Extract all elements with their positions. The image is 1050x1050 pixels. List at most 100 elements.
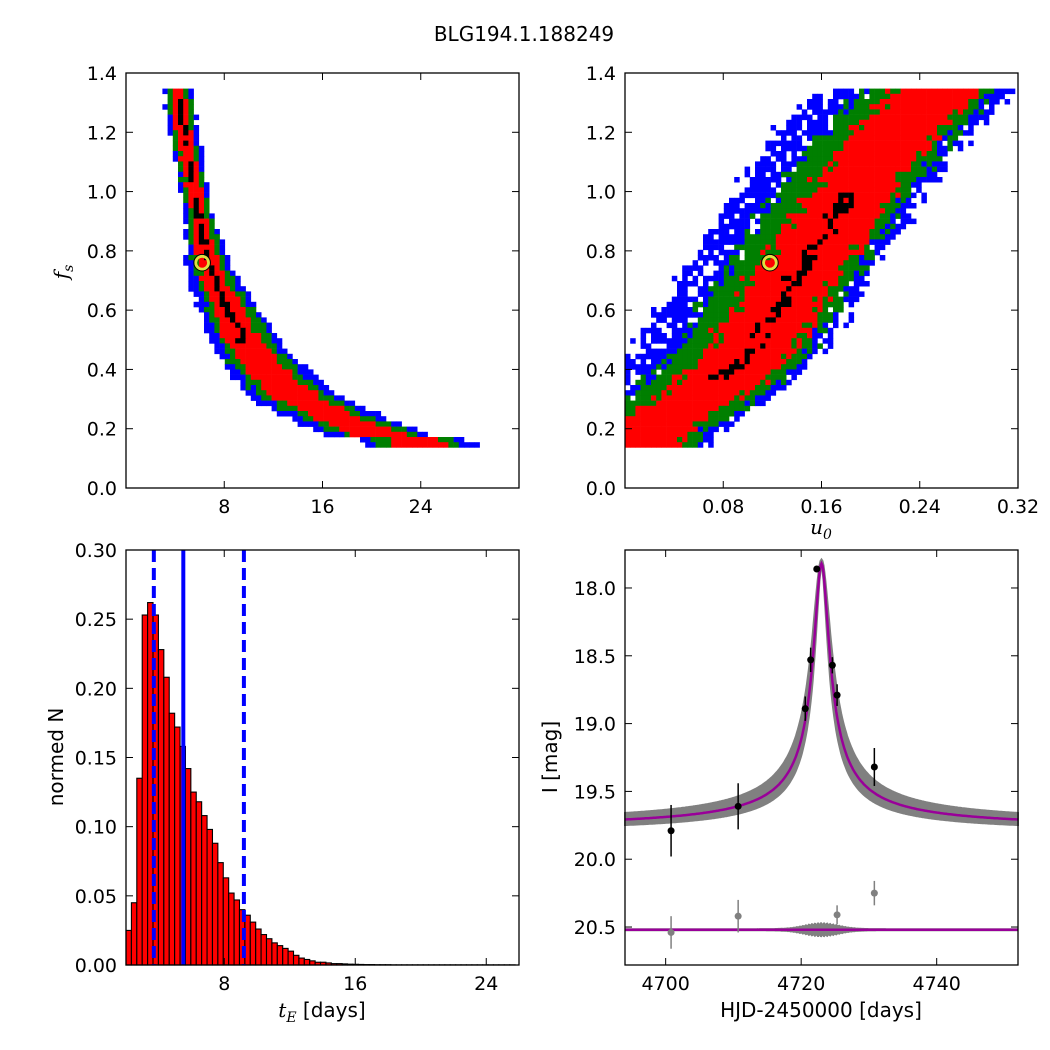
p2-heatmap-cell bbox=[937, 161, 943, 167]
p2-heatmap-cell bbox=[666, 307, 673, 313]
p2-heatmap-cell bbox=[645, 369, 652, 375]
p4-ylabel: I [mag] bbox=[538, 721, 562, 793]
p2-heatmap-cell bbox=[791, 213, 797, 219]
p2-heatmap-cell bbox=[973, 88, 979, 95]
p2-heatmap-cell bbox=[692, 359, 699, 365]
p2-heatmap-cell bbox=[879, 244, 886, 251]
p2-heatmap-cell bbox=[890, 192, 896, 199]
p2-heatmap-cell bbox=[651, 442, 657, 448]
p2-heatmap-cell bbox=[723, 385, 730, 391]
p2-heatmap-cell bbox=[671, 338, 678, 344]
p2-heatmap-cell bbox=[848, 223, 855, 230]
p2-heatmap-cell bbox=[656, 395, 662, 401]
p1-heatmap-cell bbox=[292, 390, 298, 396]
p2-heatmap-cell bbox=[682, 416, 688, 422]
p2-heatmap-cell bbox=[781, 244, 787, 251]
p1-heatmap-cell bbox=[188, 88, 194, 95]
p2-heatmap-cell bbox=[781, 135, 787, 141]
p2-heatmap-cell bbox=[807, 229, 813, 235]
p2-heatmap-cell bbox=[749, 244, 756, 251]
p2-heatmap-cell bbox=[983, 88, 990, 95]
p2-heatmap-cell bbox=[900, 140, 907, 147]
p2-heatmap-cell bbox=[749, 286, 756, 292]
p1-heatmap-cell bbox=[204, 182, 210, 188]
p2-heatmap-cell bbox=[791, 145, 797, 152]
p2-heatmap-cell bbox=[697, 431, 704, 438]
p2-heatmap-cell bbox=[807, 307, 813, 313]
p2-heatmap-cell bbox=[807, 182, 813, 188]
p2-heatmap-cell bbox=[734, 353, 740, 360]
p2-heatmap-cell bbox=[853, 203, 860, 209]
p1-heatmap-cell bbox=[354, 411, 361, 417]
p2-heatmap-cell bbox=[635, 426, 641, 433]
p2-heatmap-cell bbox=[692, 431, 699, 438]
p2-heatmap-cell bbox=[822, 135, 829, 141]
p2-heatmap-cell bbox=[874, 135, 881, 141]
panel-fs-vs-te: 8 16 240.00.20.40.60.81.01.21.4 fs bbox=[49, 63, 520, 518]
p2-heatmap-cell bbox=[874, 192, 881, 199]
p2-heatmap-cell bbox=[692, 364, 699, 370]
p2-heatmap-cell bbox=[801, 322, 808, 329]
p2-heatmap-cell bbox=[807, 161, 813, 167]
p1-heatmap-cell bbox=[209, 296, 215, 303]
p2-heatmap-cell bbox=[879, 177, 886, 183]
p1-heatmap-cell bbox=[396, 442, 402, 448]
p1-heatmap-cell bbox=[204, 270, 210, 277]
p2-heatmap-cell bbox=[749, 265, 756, 271]
p2-heatmap-cell bbox=[765, 156, 771, 162]
p2-heatmap-cell bbox=[869, 161, 875, 167]
p1-heatmap-cell bbox=[323, 411, 330, 417]
p1-heatmap-cell bbox=[261, 327, 267, 334]
p2-heatmap-cell bbox=[864, 171, 870, 178]
p2-heatmap-cell bbox=[781, 301, 787, 308]
p2-heatmap-cell bbox=[895, 99, 901, 105]
p2-heatmap-cell bbox=[838, 203, 844, 209]
p2-heatmap-cell bbox=[723, 426, 730, 433]
p4-xtick-label: 4740 bbox=[913, 973, 961, 995]
p2-heatmap-cell bbox=[827, 104, 834, 110]
p1-heatmap-cell bbox=[193, 213, 200, 219]
p2-heatmap-cell bbox=[718, 301, 725, 308]
p2-heatmap-cell bbox=[879, 109, 886, 115]
p2-heatmap-cell bbox=[807, 156, 813, 162]
p2-heatmap-cell bbox=[807, 234, 813, 240]
p2-heatmap-cell bbox=[765, 327, 771, 334]
p2-heatmap-cell bbox=[677, 416, 683, 422]
p1-heatmap-cell bbox=[245, 301, 252, 308]
p1-heatmap-cell bbox=[204, 260, 210, 266]
p2-heatmap-cell bbox=[973, 114, 979, 121]
p2-heatmap-cell bbox=[900, 203, 907, 209]
p1-heatmap-cell bbox=[193, 239, 200, 245]
p2-heatmap-cell bbox=[682, 395, 688, 401]
p1-heatmap-cell bbox=[178, 166, 184, 173]
p2-heatmap-cell bbox=[775, 130, 782, 136]
p2-heatmap-cell bbox=[822, 171, 829, 178]
p2-heatmap-cell bbox=[718, 317, 725, 323]
p2-heatmap-cell bbox=[791, 255, 797, 261]
p4-axes-frame bbox=[624, 549, 1019, 966]
p2-heatmap-cell bbox=[765, 364, 771, 370]
p2-heatmap-cell bbox=[781, 286, 787, 292]
p2-heatmap-cell bbox=[807, 348, 813, 355]
p2-heatmap-cell bbox=[937, 99, 943, 105]
p2-heatmap-cell bbox=[812, 213, 818, 219]
p2-heatmap-cell bbox=[999, 93, 1005, 100]
p2-heatmap-cell bbox=[640, 343, 647, 349]
p1-heatmap-cell bbox=[193, 281, 200, 287]
p1-heatmap-cell bbox=[183, 255, 189, 261]
p2-heatmap-cell bbox=[822, 348, 829, 355]
p2-heatmap-cell bbox=[635, 390, 641, 396]
p2-heatmap-cell bbox=[900, 88, 907, 95]
p2-heatmap-cell bbox=[770, 145, 777, 152]
p2-heatmap-cell bbox=[864, 161, 870, 167]
p2-heatmap-cell bbox=[723, 312, 730, 318]
p1-heatmap-cell bbox=[349, 421, 356, 427]
p2-heatmap-cell bbox=[827, 244, 834, 251]
p2-heatmap-cell bbox=[812, 177, 818, 183]
p2-heatmap-cell bbox=[874, 187, 881, 193]
p2-heatmap-cell bbox=[963, 109, 969, 115]
p2-heatmap-cell bbox=[827, 343, 834, 349]
p2-heatmap-cell bbox=[739, 270, 745, 277]
p2-heatmap-cell bbox=[666, 338, 673, 344]
p2-heatmap-cell bbox=[978, 109, 985, 115]
